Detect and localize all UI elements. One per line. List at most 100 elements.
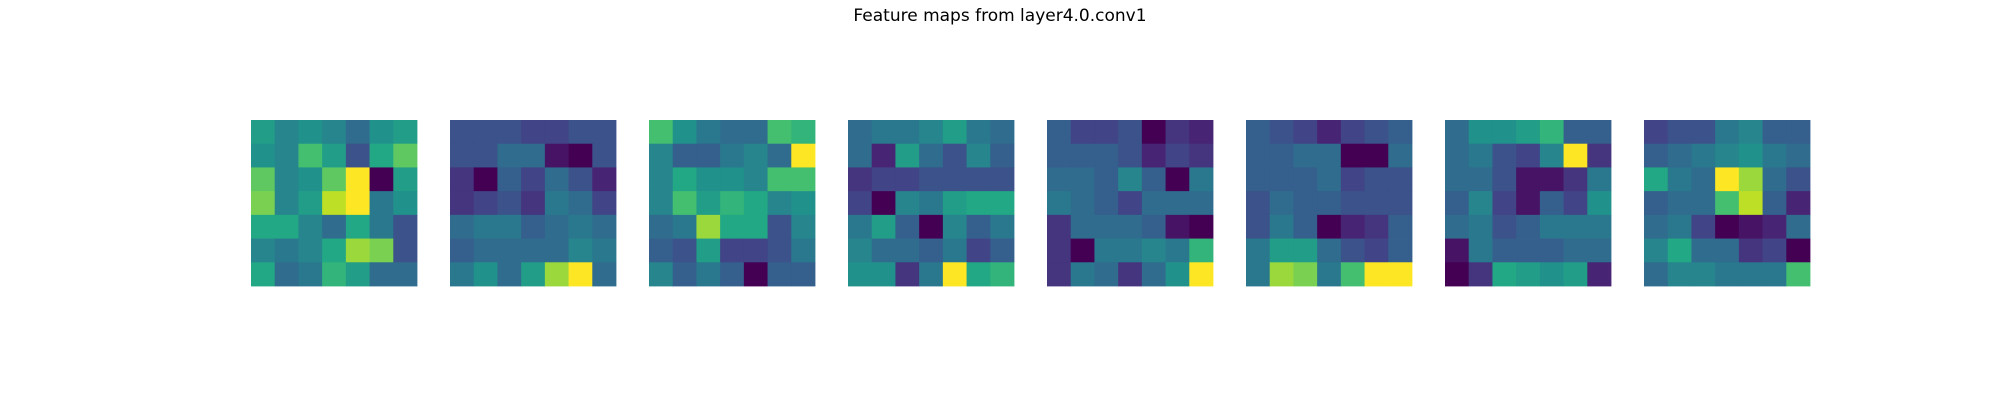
heatmap-cell [848, 238, 873, 263]
heatmap-cell [1516, 238, 1541, 263]
heatmap-cell [848, 143, 873, 168]
heatmap-cell [1388, 143, 1413, 168]
heatmap-cell [369, 167, 394, 192]
heatmap-cell [1563, 238, 1588, 263]
heatmap-cell [1738, 191, 1763, 216]
heatmap-cell [1094, 214, 1119, 239]
heatmap-cell [871, 262, 896, 287]
heatmap-cell [497, 214, 522, 239]
heatmap-cell [1738, 262, 1763, 287]
heatmap-cell [1340, 167, 1365, 192]
heatmap-cell [521, 262, 546, 287]
heatmap-cell [1738, 167, 1763, 192]
heatmap-cell [1468, 120, 1493, 145]
heatmap-cell [1118, 262, 1143, 287]
heatmap-cell [592, 143, 617, 168]
heatmap-cell [1317, 262, 1342, 287]
heatmap-cell [592, 167, 617, 192]
heatmap-cell [322, 238, 347, 263]
heatmap-cell [1094, 191, 1119, 216]
heatmap-cell [393, 214, 418, 239]
heatmap-cell [919, 262, 944, 287]
heatmap-cell [568, 238, 593, 263]
heatmap-cell [743, 214, 768, 239]
heatmap-cell [1445, 238, 1470, 263]
heatmap-cell [919, 214, 944, 239]
heatmap-cell [345, 238, 370, 263]
heatmap-cell [942, 120, 967, 145]
heatmap-cell [1715, 143, 1740, 168]
heatmap-cell [497, 191, 522, 216]
heatmap-cell [1165, 262, 1190, 287]
heatmap-cell [1563, 262, 1588, 287]
heatmap-cell [369, 120, 394, 145]
heatmap-cell [568, 191, 593, 216]
heatmap-cell [497, 143, 522, 168]
heatmap-cell [672, 238, 697, 263]
heatmap-cell [1468, 191, 1493, 216]
heatmap-cell [1165, 191, 1190, 216]
heatmap-cell [544, 214, 569, 239]
heatmap-cell [767, 120, 792, 145]
heatmap-cell [1715, 238, 1740, 263]
heatmap-cell [1047, 143, 1072, 168]
heatmap-cell [393, 262, 418, 287]
heatmap-cell [696, 167, 721, 192]
heatmap-cell [1246, 238, 1271, 263]
heatmap-cell [1293, 191, 1318, 216]
heatmap-cell [1293, 214, 1318, 239]
heatmap-cell [672, 143, 697, 168]
heatmap-cell [966, 262, 991, 287]
heatmap-cell [1269, 143, 1294, 168]
heatmap-cell [298, 262, 323, 287]
heatmap-cell [1492, 238, 1517, 263]
heatmap-cell [1762, 167, 1787, 192]
heatmap-cell [1667, 214, 1692, 239]
heatmap-cell [1691, 214, 1716, 239]
heatmap-cell [1563, 120, 1588, 145]
heatmap-cell [345, 143, 370, 168]
heatmap-cell [1189, 191, 1214, 216]
heatmap-cell [743, 167, 768, 192]
heatmap-cell [1667, 120, 1692, 145]
heatmap-cell [1762, 120, 1787, 145]
heatmap-cell [1317, 167, 1342, 192]
heatmap-cell [521, 167, 546, 192]
heatmap-cell [369, 143, 394, 168]
heatmap-cell [1492, 191, 1517, 216]
heatmap-cell [990, 191, 1015, 216]
heatmap-cell [720, 143, 745, 168]
heatmap-cell [322, 167, 347, 192]
heatmap-cell [1293, 120, 1318, 145]
heatmap-cell [1141, 191, 1166, 216]
heatmap-cell [1786, 143, 1811, 168]
heatmap-cell [274, 214, 299, 239]
heatmap-cell [251, 191, 276, 216]
feature-map-7 [1445, 120, 1612, 287]
heatmap-cell [720, 214, 745, 239]
heatmap-cell [791, 120, 816, 145]
heatmap-cell [473, 191, 498, 216]
heatmap-cell [450, 214, 475, 239]
heatmap-cell [1047, 191, 1072, 216]
heatmap-cell [1563, 214, 1588, 239]
heatmap-cell [1364, 262, 1389, 287]
heatmap-cell [1165, 214, 1190, 239]
heatmap-cell [1587, 120, 1612, 145]
feature-map-8 [1644, 120, 1811, 287]
heatmap-cell [1317, 214, 1342, 239]
heatmap-cell [274, 238, 299, 263]
heatmap-cell [1340, 120, 1365, 145]
heatmap-cell [568, 262, 593, 287]
heatmap-cell [251, 214, 276, 239]
heatmap-cell [1269, 262, 1294, 287]
heatmap-cell [1539, 214, 1564, 239]
heatmap-cell [473, 238, 498, 263]
feature-map-3 [649, 120, 816, 287]
heatmap-cell [521, 191, 546, 216]
heatmap-cell [1468, 214, 1493, 239]
heatmap-cell [1691, 262, 1716, 287]
heatmap-cell [791, 214, 816, 239]
heatmap-cell [298, 167, 323, 192]
